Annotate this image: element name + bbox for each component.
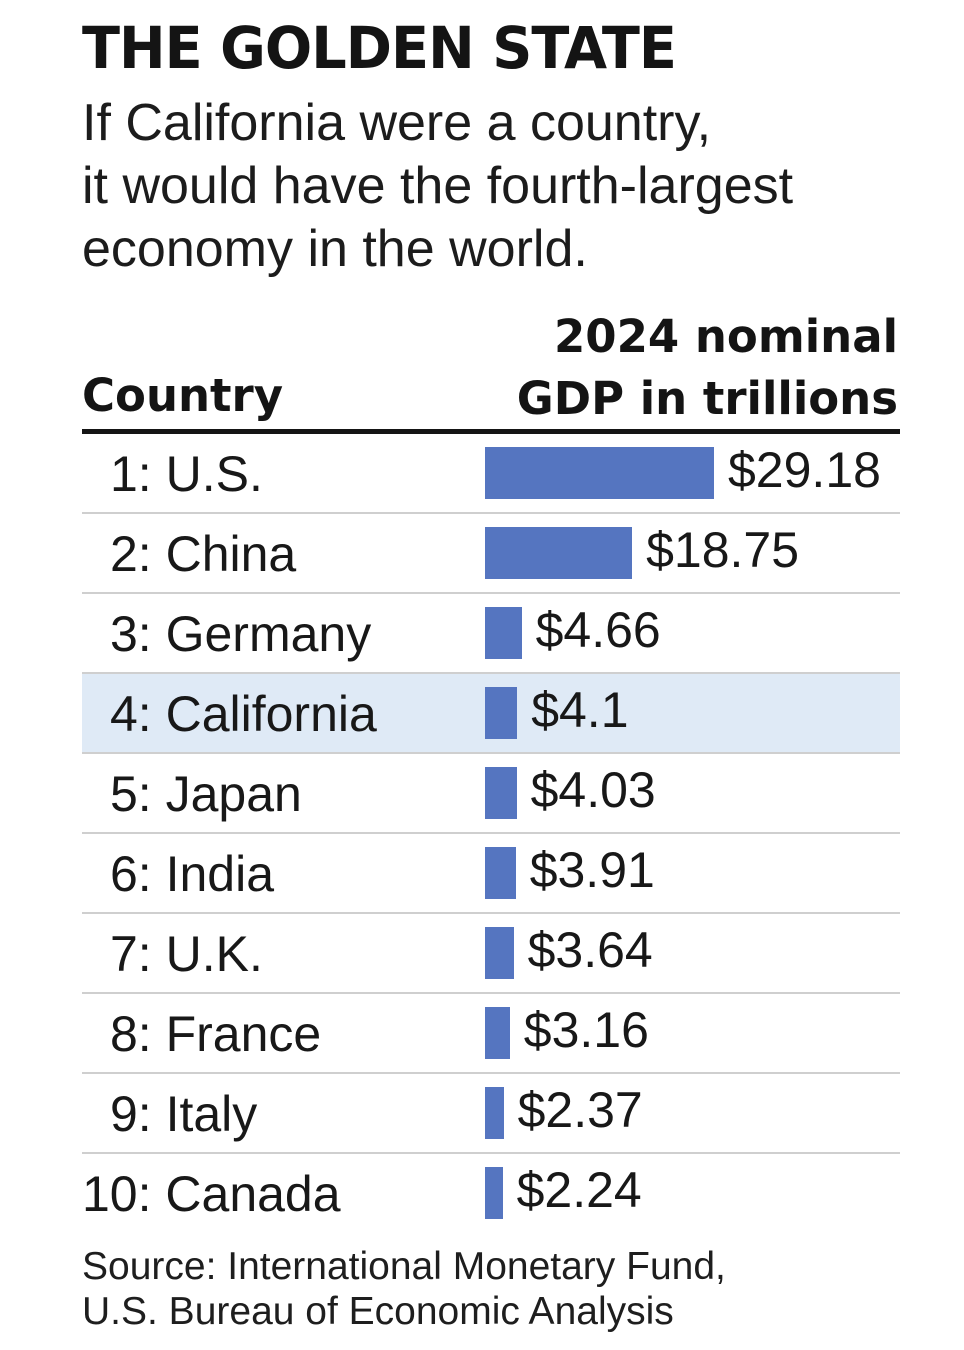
country-label: 6: India — [110, 846, 275, 902]
subtitle-line: If California were a country, — [82, 94, 712, 152]
gdp-header-line: GDP in trillions — [516, 372, 898, 425]
chart-title: THE GOLDEN STATE — [82, 14, 677, 82]
gdp-bar — [485, 1007, 510, 1059]
source-note: Source: International Monetary Fund, U.S… — [82, 1244, 726, 1334]
gdp-value-label: $4.03 — [530, 762, 656, 818]
country-label: 2: China — [110, 526, 297, 582]
gdp-value-label: $29.18 — [728, 442, 881, 498]
gdp-column-header: 2024 nominal GDP in trillions — [517, 306, 898, 430]
source-line: U.S. Bureau of Economic Analysis — [82, 1290, 674, 1333]
gdp-value-label: $3.16 — [523, 1002, 649, 1058]
gdp-bar — [485, 847, 516, 899]
gdp-value-label: $18.75 — [646, 522, 800, 578]
gdp-bar — [485, 767, 517, 819]
table-row: 9: Italy $2.37 — [82, 1074, 900, 1154]
gdp-value-label: $3.91 — [529, 842, 655, 898]
country-label: 10: Canada — [82, 1166, 341, 1222]
country-label: 8: France — [110, 1006, 322, 1062]
table-row: 8: France $3.16 — [82, 994, 900, 1074]
gdp-bar — [485, 687, 518, 739]
gdp-bar — [485, 1087, 504, 1139]
gdp-value-label: $4.66 — [535, 602, 661, 658]
table-row: 7: U.K. $3.64 — [82, 914, 900, 994]
gdp-bar — [485, 447, 714, 499]
table-row: 5: Japan $4.03 — [82, 754, 900, 834]
subtitle-line: it would have the fourth-largest — [82, 157, 794, 215]
country-label: 1: U.S. — [110, 446, 263, 502]
gdp-header-line: 2024 nominal — [553, 310, 898, 363]
table-row: 1: U.S. $29.18 — [82, 434, 900, 514]
country-column-header: Country — [82, 369, 284, 422]
chart-rows: 1: U.S. $29.18 2: China $18.75 3: Germany $4.… — [82, 434, 900, 1234]
gdp-bar — [485, 527, 633, 579]
table-row: 3: Germany $4.66 — [82, 594, 900, 674]
table-row: 2: China $18.75 — [82, 514, 900, 594]
country-label: 3: Germany — [110, 606, 372, 662]
gdp-bar — [485, 607, 522, 659]
country-label: 7: U.K. — [110, 926, 263, 982]
table-row: 6: India $3.91 — [82, 834, 900, 914]
country-label: 4: California — [110, 686, 377, 742]
header-rule — [82, 429, 900, 434]
table-row: 10: Canada $2.24 — [82, 1154, 900, 1234]
subtitle-line: economy in the world. — [82, 220, 588, 278]
gdp-value-label: $2.37 — [517, 1082, 643, 1138]
chart-subtitle: If California were a country, it would h… — [82, 92, 922, 281]
gdp-value-label: $2.24 — [516, 1162, 642, 1218]
gdp-value-label: $4.1 — [531, 682, 629, 738]
country-label: 5: Japan — [110, 766, 302, 822]
table-row: 4: California $4.1 — [82, 674, 900, 754]
source-line: Source: International Monetary Fund, — [82, 1245, 726, 1288]
gdp-value-label: $3.64 — [527, 922, 653, 978]
gdp-bar — [485, 1167, 503, 1219]
gdp-bar — [485, 927, 514, 979]
country-label: 9: Italy — [110, 1086, 258, 1142]
